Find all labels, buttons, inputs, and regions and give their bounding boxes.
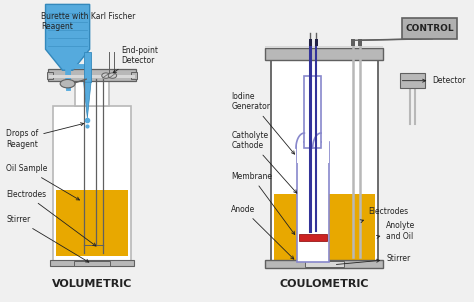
Bar (304, 76, 321, 148)
Text: Stirrer: Stirrer (6, 215, 89, 262)
Bar (322, 140, 328, 163)
Ellipse shape (60, 79, 75, 88)
Text: Electrodes: Electrodes (6, 190, 96, 246)
Bar (297, 140, 303, 163)
Ellipse shape (102, 73, 110, 78)
Text: Anode: Anode (231, 205, 294, 259)
Text: End-point
Detector: End-point Detector (113, 46, 158, 73)
Bar (265, 260, 383, 268)
Bar (271, 58, 378, 268)
Text: CONTROL: CONTROL (405, 24, 454, 33)
Polygon shape (83, 82, 91, 118)
Bar (56, 190, 128, 256)
Text: Stirrer: Stirrer (337, 254, 410, 265)
Bar (351, 39, 355, 46)
Bar (53, 106, 131, 262)
Text: Electrodes: Electrodes (360, 207, 409, 223)
Bar (265, 46, 383, 48)
Bar (131, 72, 137, 79)
Text: Anolyte
and Oil: Anolyte and Oil (376, 221, 415, 241)
Text: VOLUMETRIC: VOLUMETRIC (52, 279, 132, 289)
Bar (50, 260, 134, 266)
Bar (273, 194, 375, 260)
Text: Iodine
Generator: Iodine Generator (231, 92, 294, 154)
Bar (305, 261, 344, 267)
Bar (74, 79, 109, 106)
Bar (49, 75, 135, 78)
Bar (74, 261, 109, 266)
Bar (83, 52, 91, 82)
Bar (299, 234, 327, 241)
Text: Oil Sample: Oil Sample (6, 165, 80, 200)
Bar (47, 72, 53, 79)
Text: Detector: Detector (402, 76, 465, 85)
Bar (402, 18, 457, 39)
Text: Burette with Karl Fischer
Reagent: Burette with Karl Fischer Reagent (41, 12, 135, 31)
Text: Membrane: Membrane (231, 172, 295, 234)
Ellipse shape (108, 73, 117, 78)
Text: COULOMETRIC: COULOMETRIC (280, 279, 369, 289)
Bar (48, 69, 136, 81)
Bar (315, 39, 318, 46)
Text: Catholyte
Cathode: Catholyte Cathode (231, 131, 297, 193)
Bar (297, 142, 328, 262)
Text: Drops of
Reagent: Drops of Reagent (6, 123, 84, 149)
Bar (400, 73, 425, 88)
Polygon shape (46, 5, 90, 70)
Bar (309, 39, 312, 46)
Bar (265, 48, 383, 60)
Bar (358, 39, 362, 46)
